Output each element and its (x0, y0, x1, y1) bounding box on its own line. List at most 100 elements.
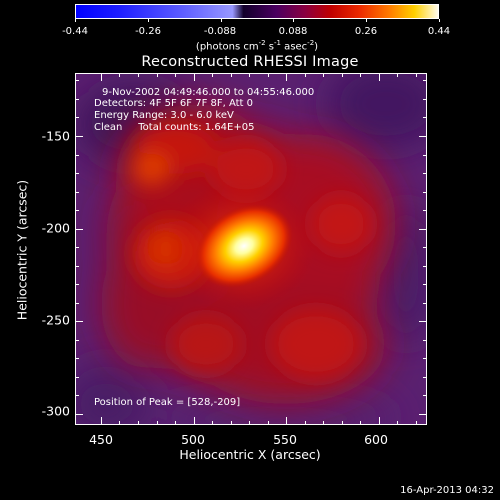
footer-timestamp: 16-Apr-2013 04:32 (400, 485, 494, 496)
x-tick-label: 500 (181, 432, 205, 447)
y-tick-label: -200 (41, 220, 70, 236)
axis-tick (323, 421, 324, 425)
axis-tick (175, 421, 176, 425)
axis-tick (75, 229, 83, 230)
axis-tick (138, 421, 139, 425)
axis-tick (423, 284, 427, 285)
colorbar-gradient (76, 5, 438, 18)
axis-tick (423, 210, 427, 211)
rhessi-image (76, 74, 426, 424)
axis-tick (231, 421, 232, 425)
axis-tick (423, 192, 427, 193)
axis-tick (249, 421, 250, 425)
page-title: Reconstructed RHESSI Image (141, 54, 359, 70)
axis-tick (360, 73, 361, 77)
axis-tick (75, 19, 76, 22)
axis-tick (212, 73, 213, 77)
axis-tick (75, 117, 79, 118)
axis-tick (342, 421, 343, 425)
axis-tick (231, 73, 232, 77)
axis-tick (75, 303, 79, 304)
axis-tick (75, 155, 79, 156)
axis-tick (119, 421, 120, 425)
peak-position-annotation: Position of Peak = [528,-209] (94, 397, 241, 408)
axis-tick (157, 73, 158, 77)
colorbar-tick-label: 0.26 (354, 26, 378, 37)
energy-range-annotation: Energy Range: 3.0 - 6.0 keV (94, 110, 234, 121)
axis-tick (423, 395, 427, 396)
colorbar-tick-label: 0.088 (278, 26, 308, 37)
y-axis-label: Heliocentric Y (arcsec) (14, 179, 30, 321)
axis-tick (397, 73, 398, 77)
colorbar-tick-label: -0.44 (62, 26, 88, 37)
y-tick-label: -250 (41, 312, 70, 328)
axis-tick (75, 266, 79, 267)
axis-tick (75, 80, 79, 81)
axis-tick (423, 173, 427, 174)
axis-tick (379, 417, 380, 425)
x-axis-label: Heliocentric X (arcsec) (179, 447, 321, 462)
y-tick-label: -300 (41, 403, 70, 419)
time-range-annotation: 9-Nov-2002 04:49:46.000 to 04:55:46.000 (102, 87, 315, 98)
axis-tick (286, 73, 287, 81)
axis-tick (75, 247, 79, 248)
axis-tick (194, 73, 195, 81)
clean-counts-annotation: Clean Total counts: 1.64E+05 (94, 122, 255, 133)
axis-tick (416, 73, 417, 77)
axis-tick (75, 414, 83, 415)
x-tick-label: 450 (89, 432, 113, 447)
colorbar-tick-label: -0.088 (203, 26, 237, 37)
x-tick-label: 550 (273, 432, 297, 447)
plot-frame (75, 73, 427, 425)
colorbar-tick-label: -0.26 (135, 26, 161, 37)
axis-tick (419, 136, 427, 137)
axis-tick (342, 73, 343, 77)
axis-tick (323, 73, 324, 77)
axis-tick (268, 73, 269, 77)
axis-tick (101, 73, 102, 81)
axis-tick (419, 321, 427, 322)
axis-tick (75, 395, 79, 396)
axis-tick (293, 19, 294, 22)
axis-tick (439, 19, 440, 22)
axis-tick (423, 99, 427, 100)
axis-tick (75, 192, 79, 193)
axis-tick (423, 155, 427, 156)
axis-tick (286, 417, 287, 425)
axis-tick (138, 73, 139, 77)
colorbar (75, 4, 439, 19)
axis-tick (75, 321, 83, 322)
axis-tick (119, 73, 120, 77)
axis-tick (419, 229, 427, 230)
axis-tick (212, 421, 213, 425)
axis-tick (175, 73, 176, 77)
axis-tick (419, 414, 427, 415)
axis-tick (75, 99, 79, 100)
axis-tick (366, 19, 367, 22)
axis-tick (157, 421, 158, 425)
axis-tick (268, 421, 269, 425)
x-tick-label: 600 (364, 432, 388, 447)
axis-tick (75, 377, 79, 378)
axis-tick (75, 173, 79, 174)
axis-tick (101, 417, 102, 425)
axis-tick (379, 73, 380, 81)
axis-tick (75, 358, 79, 359)
axis-tick (416, 421, 417, 425)
axis-tick (423, 266, 427, 267)
axis-tick (148, 19, 149, 22)
axis-tick (423, 117, 427, 118)
y-tick-label: -150 (41, 128, 70, 144)
axis-tick (397, 421, 398, 425)
axis-tick (305, 73, 306, 77)
axis-tick (423, 358, 427, 359)
axis-tick (75, 136, 83, 137)
axis-tick (423, 340, 427, 341)
colorbar-units: (photons cm-2 s-1 asec-2) (195, 39, 319, 53)
axis-tick (305, 421, 306, 425)
axis-tick (75, 284, 79, 285)
colorbar-tick-label: 0.44 (427, 26, 451, 37)
axis-tick (423, 80, 427, 81)
axis-tick (423, 303, 427, 304)
axis-tick (75, 340, 79, 341)
